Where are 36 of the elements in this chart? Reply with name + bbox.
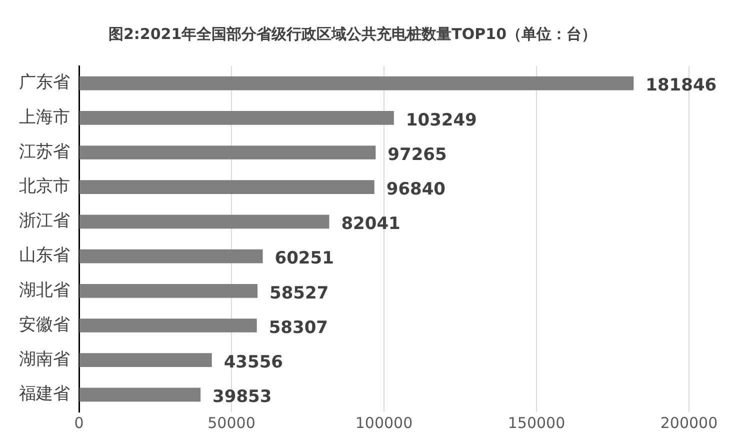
data-label: 181846 (646, 76, 717, 96)
data-label: 96840 (386, 180, 446, 200)
data-label: 60251 (274, 248, 334, 269)
y-tick-label: 湖北省 (19, 280, 70, 300)
bar (80, 76, 634, 90)
y-tick-label: 浙江省 (19, 211, 70, 232)
x-tick-label: 0 (74, 414, 84, 432)
bar (80, 146, 376, 160)
y-tick-label: 北京市 (19, 176, 70, 197)
bar (80, 388, 201, 402)
data-label: 103249 (406, 110, 477, 130)
y-tick-label: 湖南省 (19, 350, 70, 370)
bar (80, 353, 212, 368)
bar (80, 214, 330, 229)
data-label: 43556 (224, 352, 283, 373)
x-tick-label: 150000 (508, 414, 566, 432)
data-label: 97265 (388, 144, 447, 165)
bar (80, 318, 257, 332)
x-tick-label: 200000 (660, 414, 718, 432)
y-tick-label: 江苏省 (19, 142, 70, 162)
bar (80, 249, 263, 264)
chart-title: 图2:2021年全国部分省级行政区域公共充电桩数量TOP10（单位：台） (108, 24, 597, 43)
data-label: 58527 (270, 283, 329, 304)
bar (80, 110, 394, 125)
data-label: 82041 (341, 214, 400, 234)
bar (80, 180, 374, 194)
y-tick-label: 山东省 (19, 246, 70, 266)
y-tick-label: 福建省 (19, 384, 70, 404)
data-label: 39853 (212, 387, 272, 408)
x-tick-label: 100000 (355, 414, 413, 432)
y-tick-label: 安徽省 (19, 314, 70, 335)
data-label: 58307 (268, 318, 328, 338)
bar (80, 284, 258, 298)
y-tick-label: 上海市 (19, 107, 70, 128)
x-tick-label: 50000 (208, 414, 256, 432)
y-tick-label: 广东省 (19, 72, 70, 93)
